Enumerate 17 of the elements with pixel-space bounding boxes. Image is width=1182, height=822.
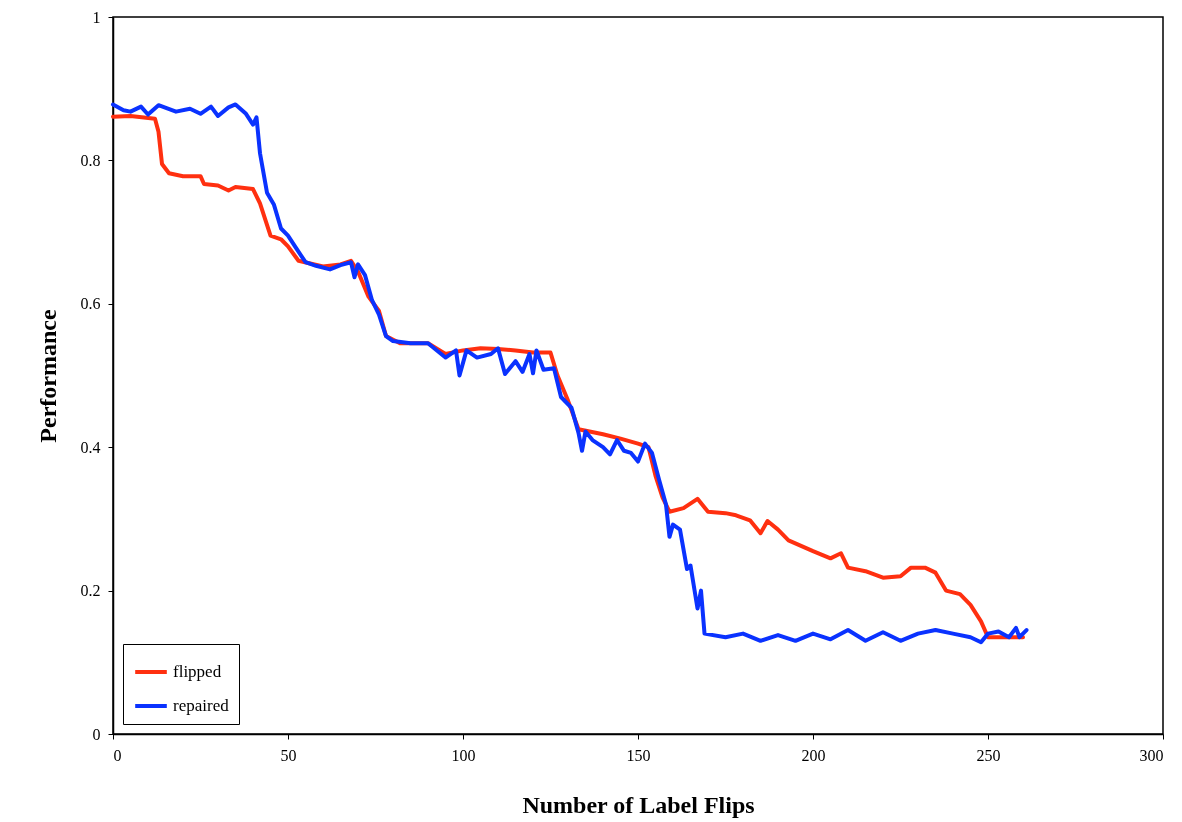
legend-label: repaired	[173, 696, 230, 715]
x-tick-label: 250	[976, 746, 1001, 764]
legend-label: flipped	[173, 662, 222, 681]
y-axis-title: Performance	[34, 309, 61, 443]
x-tick-label: 200	[801, 746, 826, 764]
x-tick-label: 300	[1139, 746, 1164, 764]
y-tick-label: 0.4	[80, 438, 101, 456]
x-axis-title: Number of Label Flips	[522, 791, 755, 818]
y-tick-label: 0	[92, 725, 101, 743]
x-tick-label: 100	[451, 746, 476, 764]
x-tick-label: 0	[113, 746, 122, 764]
y-tick-label: 1	[92, 8, 101, 26]
y-tick-label: 0.8	[80, 151, 101, 169]
x-tick-label: 50	[280, 746, 297, 764]
x-tick-label: 150	[626, 746, 651, 764]
y-tick-label: 0.6	[80, 295, 101, 313]
y-tick-label: 0.2	[80, 582, 101, 600]
